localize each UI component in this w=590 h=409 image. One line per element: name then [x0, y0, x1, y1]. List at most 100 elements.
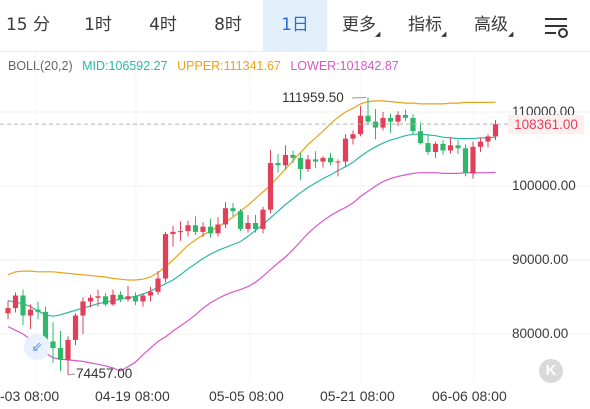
advanced-caret-icon: ◢ [508, 31, 514, 38]
low-marker-line [67, 373, 76, 376]
boll-lower-line [7, 171, 496, 372]
candle-body [222, 208, 229, 225]
candle-body [57, 348, 64, 360]
boll-mid-line [7, 133, 496, 317]
candle-body [372, 121, 379, 128]
candle-body [365, 115, 371, 122]
boll-legend: BOLL(20,2) MID:106592.27 UPPER:111341.67… [8, 59, 405, 73]
scroll-to-latest-icon[interactable]: K [539, 359, 563, 383]
candle-body [110, 294, 116, 305]
candle-body [432, 143, 439, 152]
sliders-settings-icon[interactable] [542, 14, 570, 38]
candle-body [275, 163, 281, 166]
candle-body [95, 296, 101, 298]
candle-body [335, 161, 341, 163]
candle-body [477, 141, 484, 147]
candle-body [312, 159, 319, 162]
candle-body [12, 295, 19, 309]
y-tick-label: 100000.00 [512, 178, 576, 193]
candle-body [470, 146, 476, 174]
tab-1d[interactable]: 1日 [263, 0, 327, 51]
candle-body [350, 134, 356, 139]
high-marker-line [351, 97, 367, 99]
timeframe-toolbar: 15 分 1时 4时 8时 1日 更多 ◢ 指标 ◢ 高级 ◢ [0, 0, 590, 52]
candle-body [342, 138, 349, 162]
candle-body [185, 225, 191, 232]
candle-body [207, 226, 214, 234]
tab-15m[interactable]: 15 分 [5, 15, 51, 35]
candle-body [42, 311, 49, 342]
candle-body [72, 315, 79, 340]
low-price-label: 74457.00 [76, 366, 133, 381]
candle-body [417, 131, 424, 144]
candle-body [140, 295, 146, 302]
candle-body [65, 339, 71, 360]
candle-body [87, 297, 94, 302]
candle-body [177, 231, 184, 233]
candle-body [125, 296, 131, 300]
candle-body [320, 157, 326, 162]
candle-body [305, 159, 311, 169]
candle-body [357, 115, 364, 135]
candle-body [35, 309, 41, 312]
boll-lower-value: LOWER:101842.87 [290, 59, 399, 73]
indicator-name: BOLL(20,2) [8, 59, 73, 73]
candle-body [290, 154, 296, 158]
x-tick-label: 05-05 08:00 [209, 388, 284, 404]
candle-body [395, 114, 401, 122]
boll-mid-value: MID:106592.27 [82, 59, 168, 73]
candle-body [237, 211, 244, 229]
advanced-dropdown[interactable]: 高级 [474, 15, 508, 35]
candle-body [102, 296, 109, 305]
high-price-label: 111959.50 [282, 90, 344, 105]
x-tick-label: 05-21 08:00 [320, 388, 395, 404]
candle-body [267, 163, 274, 210]
candle-body [252, 223, 259, 229]
candle-body [132, 296, 139, 302]
tab-8h[interactable]: 8时 [214, 15, 242, 35]
jump-to-start-icon[interactable]: ⇙ [24, 334, 50, 360]
candle-body [462, 148, 469, 174]
candle-body [5, 308, 11, 314]
more-caret-icon: ◢ [375, 31, 381, 38]
candle-body [440, 143, 446, 151]
candle-body [455, 145, 461, 149]
tab-1h[interactable]: 1时 [84, 15, 112, 35]
candle-body [245, 223, 251, 229]
candle-body [162, 234, 169, 279]
indicators-dropdown[interactable]: 指标 [408, 15, 442, 35]
boll-upper-line [7, 100, 496, 281]
candle-body [387, 117, 394, 122]
candle-body [425, 143, 431, 152]
candle-body [80, 301, 86, 316]
x-tick-label: -03 08:00 [0, 388, 60, 404]
y-tick-label: 80000.00 [512, 326, 569, 341]
candle-body [117, 294, 124, 300]
candle-body [485, 136, 491, 142]
candle-body [170, 231, 176, 235]
candle-body [215, 224, 221, 234]
candle-body [192, 225, 199, 232]
candle-body [27, 309, 34, 316]
candle-body [297, 157, 304, 169]
candle-body [200, 226, 206, 232]
candle-body [402, 114, 409, 118]
x-tick-label: 04-19 08:00 [95, 388, 170, 404]
more-dropdown[interactable]: 更多 [342, 15, 376, 35]
candle-body [230, 208, 236, 212]
indicators-caret-icon: ◢ [441, 31, 447, 38]
candle-body [155, 278, 161, 292]
candle-body [260, 209, 266, 229]
candle-body [447, 145, 454, 151]
boll-upper-value: UPPER:111341.67 [177, 59, 281, 73]
last-price-tag: 108361.00 [508, 115, 584, 134]
y-tick-label: 90000.00 [512, 252, 569, 267]
tab-4h[interactable]: 4时 [149, 15, 177, 35]
candle-body [147, 291, 154, 296]
candle-body [20, 295, 26, 316]
x-tick-label: 06-06 08:00 [432, 388, 507, 404]
candle-body [380, 117, 386, 128]
candle-body [492, 124, 499, 137]
candle-body [50, 341, 56, 349]
